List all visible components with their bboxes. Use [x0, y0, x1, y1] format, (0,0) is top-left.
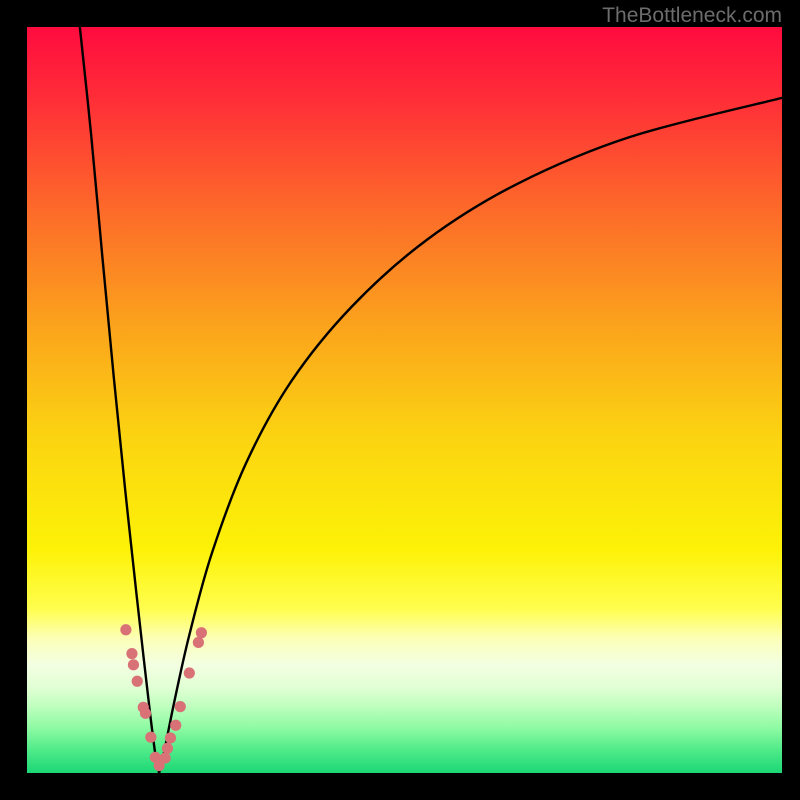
curve-marker: [132, 676, 143, 687]
curve-marker: [126, 648, 137, 659]
chart-frame: TheBottleneck.com: [0, 0, 800, 800]
curve-marker: [140, 708, 151, 719]
plot-background: [27, 27, 782, 773]
watermark-text: TheBottleneck.com: [602, 4, 782, 28]
curve-marker: [128, 659, 139, 670]
curve-marker: [196, 627, 207, 638]
curve-marker: [193, 637, 204, 648]
bottleneck-curve-plot: [0, 0, 800, 800]
curve-marker: [145, 732, 156, 743]
curve-marker: [184, 667, 195, 678]
curve-marker: [162, 743, 173, 754]
curve-marker: [165, 732, 176, 743]
curve-marker: [120, 624, 131, 635]
curve-marker: [170, 720, 181, 731]
curve-marker: [160, 752, 171, 763]
curve-marker: [175, 701, 186, 712]
